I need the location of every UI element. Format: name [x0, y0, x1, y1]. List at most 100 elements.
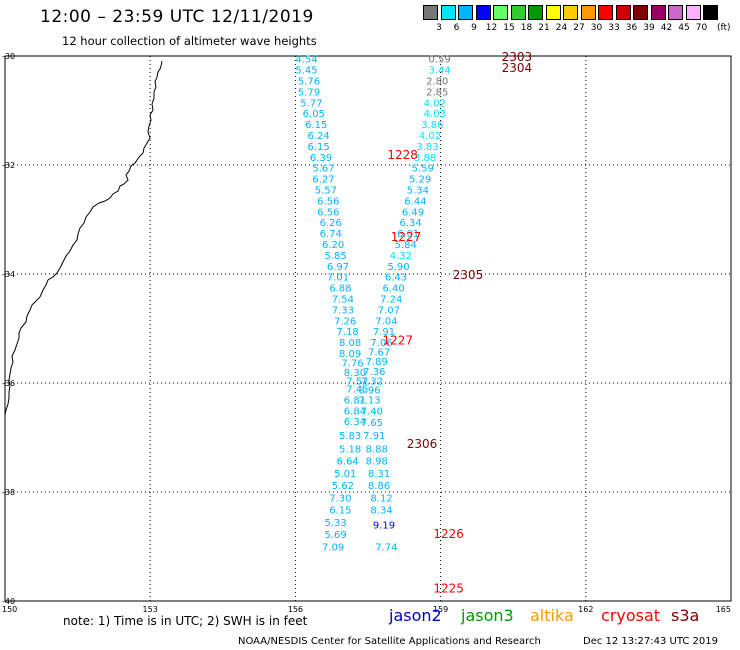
legend-swatch [703, 5, 718, 20]
swh-value: 7.54 [332, 295, 354, 306]
swh-value: 7.04 [375, 316, 397, 327]
credit-text: NOAA/NESDIS Center for Satellite Applica… [238, 636, 541, 647]
swh-value: 7.32 [361, 376, 383, 387]
swh-value: 7.91 [373, 327, 395, 338]
lon-tick-label: 159 [433, 605, 448, 614]
swh-value: 6.56 [317, 207, 339, 218]
legend-label: 24 [555, 23, 568, 33]
swh-value: 5.79 [298, 87, 320, 98]
lon-tick-label: 165 [716, 605, 731, 614]
swh-value: 5.77 [300, 98, 322, 109]
legend-swatch [475, 5, 491, 20]
swh-value: 0.59 [429, 55, 451, 66]
swh-value: 5.76 [298, 77, 320, 88]
swh-value: 6.56 [317, 196, 339, 207]
lon-tick-label: 162 [578, 605, 593, 614]
swh-value: 6.40 [383, 284, 405, 295]
swh-value: 6.01 [397, 229, 419, 240]
swh-value: 6.97 [327, 262, 349, 273]
swh-value: 5.57 [315, 186, 337, 197]
legend-swatch [458, 5, 473, 20]
swh-value: 6.26 [320, 218, 342, 229]
timestamp: Dec 12 13:27:43 UTC 2019 [583, 636, 718, 647]
legend-label: 3 [436, 23, 442, 33]
swh-value: 6.27 [312, 175, 334, 186]
swh-value: 5.45 [295, 66, 317, 77]
swh-value: 5.69 [324, 530, 346, 541]
swh-value: 2.85 [426, 87, 448, 98]
track-time-label: 2306 [407, 437, 438, 451]
lon-tick-label: 156 [288, 605, 303, 614]
swh-value: 6.49 [402, 207, 424, 218]
swh-value: 6.96 [358, 386, 380, 397]
lat-tick-label: -40 [2, 597, 15, 606]
swh-value: 8.98 [366, 456, 388, 467]
legend-swatch [633, 5, 648, 20]
track-time-label: 2303 [502, 50, 533, 64]
legend-label: 42 [660, 23, 673, 33]
map-frame [4, 55, 732, 602]
swh-value: 5.34 [407, 186, 429, 197]
legend-label: 15 [503, 23, 515, 33]
legend-swatch [510, 5, 526, 20]
satellite-legend-item: altika [530, 606, 574, 625]
legend-label: 18 [520, 23, 533, 33]
swh-value: 7.06 [370, 338, 392, 349]
swh-value: 6.34 [399, 218, 421, 229]
swh-value: 6.15 [305, 120, 327, 131]
swh-value: 6.84 [344, 406, 366, 417]
swh-value: 6.74 [320, 229, 342, 240]
track-time-label: 1226 [433, 527, 464, 541]
swh-value: 6.20 [322, 240, 344, 251]
legend-swatch [440, 5, 456, 20]
swh-value: 7.76 [341, 358, 363, 369]
legend-label: 70 [695, 23, 708, 33]
swh-value: 5.01 [334, 469, 356, 480]
swh-value: 8.30 [344, 368, 366, 379]
swh-value: 5.85 [324, 251, 346, 262]
swh-value: 6.15 [329, 505, 351, 516]
swh-value: 3.86 [421, 120, 443, 131]
swh-value: 7.09 [322, 543, 344, 554]
swh-value: 8.34 [370, 505, 392, 516]
track-time-label: 2304 [502, 61, 533, 75]
swh-value: 4.32 [390, 251, 412, 262]
swh-value: 6.24 [308, 131, 330, 142]
swh-value: 4.02 [419, 131, 441, 142]
swh-value: 7.36 [363, 367, 385, 378]
legend-label: 21 [538, 23, 550, 33]
legend-swatch [668, 5, 683, 20]
swh-value: 4.03 [424, 109, 446, 120]
legend-label: 39 [643, 23, 655, 33]
swh-value: 7.07 [378, 305, 400, 316]
swh-value: 6.34 [344, 417, 366, 428]
legend-label: 12 [485, 23, 498, 33]
lat-tick-label: -36 [2, 379, 15, 388]
swh-value: 7.89 [366, 357, 388, 368]
swh-value: 6.15 [308, 142, 330, 153]
satellite-legend-item: cryosat [601, 606, 661, 625]
swh-value: 8.88 [366, 444, 388, 455]
swh-value: 5.59 [412, 164, 434, 175]
satellite-legend-item: jason3 [461, 606, 514, 625]
swh-value: 7.13 [358, 395, 380, 406]
lat-tick-label: -34 [2, 270, 15, 279]
lat-tick-label: -38 [2, 488, 15, 497]
map-title: 12:00 – 23:59 UTC 12/11/2019 [40, 7, 314, 27]
swh-value: 5.33 [324, 518, 346, 529]
map-subtitle: 12 hour collection of altimeter wave hei… [62, 34, 317, 48]
coastline [4, 60, 163, 416]
legend-swatch [563, 5, 578, 20]
swh-value: 5.18 [339, 444, 361, 455]
swh-value: 7.91 [363, 431, 385, 442]
legend-swatch [650, 5, 666, 20]
lon-tick-label: 153 [143, 605, 158, 614]
swh-value: 8.12 [370, 493, 392, 504]
legend-label: 36 [625, 23, 638, 33]
swh-value: 8.31 [368, 469, 390, 480]
satellite-legend-item: s3a [671, 606, 700, 625]
lat-tick-label: -32 [2, 161, 15, 170]
swh-value: 5.90 [387, 262, 409, 273]
swh-value: 8.09 [339, 349, 361, 360]
